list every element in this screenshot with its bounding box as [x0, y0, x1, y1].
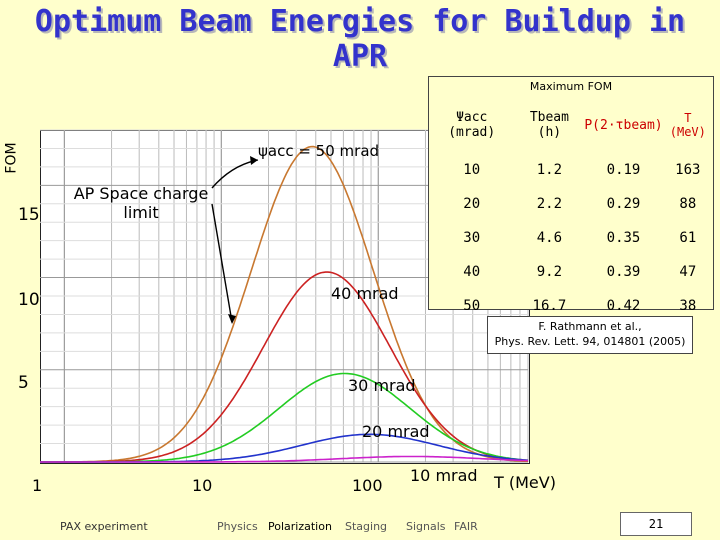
annotation-ap-space-charge: AP Space charge limit — [73, 184, 209, 222]
cell: 1.2 — [536, 162, 563, 178]
cell: 4.6 — [536, 230, 563, 246]
nav-physics[interactable]: Physics — [217, 520, 258, 533]
header-tbeam: Tbeam (h) — [529, 110, 569, 140]
arrow-to-40-mrad — [211, 203, 233, 323]
reference-authors: F. Rathmann et al., — [538, 320, 642, 333]
y-axis-label: FOM — [3, 142, 20, 174]
x-tick-1: 1 — [32, 476, 43, 495]
cell: 0.39 — [606, 264, 641, 280]
x-tick-100: 100 — [352, 476, 383, 495]
table-row: 30 4.6 0.35 61 — [429, 221, 713, 255]
cell: 47 — [679, 264, 697, 280]
nav-signals[interactable]: Signals — [406, 520, 446, 533]
cell: 0.42 — [606, 298, 641, 314]
cell: 10 — [463, 162, 481, 178]
y-tick-5: 5 — [18, 373, 29, 393]
annotation-psi-50: ψacc = 50 mrad — [258, 142, 380, 160]
cell: 0.19 — [606, 162, 641, 178]
nav-fair[interactable]: FAIR — [454, 520, 478, 533]
nav-polarization[interactable]: Polarization — [268, 520, 332, 533]
cell: 16.7 — [532, 298, 567, 314]
nav-staging[interactable]: Staging — [345, 520, 388, 533]
cell: 163 — [675, 162, 701, 178]
y-tick-10: 10 — [18, 290, 40, 310]
cell: 50 — [463, 298, 481, 314]
footer-experiment: PAX experiment — [60, 520, 148, 533]
table-header-row: Ψacc (mrad) Tbeam (h) P(2·τbeam) T (MeV) — [429, 97, 713, 153]
x-tick-10: 10 — [192, 476, 213, 495]
arrowhead-50 — [250, 156, 258, 165]
cell: 61 — [679, 230, 697, 246]
table-row: 40 9.2 0.39 47 — [429, 255, 713, 289]
reference-box: F. Rathmann et al., Phys. Rev. Lett. 94,… — [487, 316, 693, 354]
page-title: Optimum Beam Energies for Buildup in APR — [34, 4, 686, 74]
reference-journal: Phys. Rev. Lett. 94, 014801 (2005) — [494, 335, 686, 348]
header-psi: Ψacc (mrad) — [448, 110, 496, 140]
x-axis-label: T (MeV) — [494, 473, 556, 492]
table-row: 20 2.2 0.29 88 — [429, 187, 713, 221]
cell: 0.35 — [606, 230, 641, 246]
page-number: 21 — [620, 512, 692, 536]
cell: 40 — [463, 264, 481, 280]
y-tick-15: 15 — [18, 205, 40, 225]
cell: 20 — [463, 196, 481, 212]
cell: 38 — [679, 298, 697, 314]
header-t: T (MeV) — [669, 111, 706, 139]
cell: 2.2 — [536, 196, 563, 212]
annotation-10-mrad: 10 mrad — [410, 466, 478, 485]
cell: 9.2 — [536, 264, 563, 280]
table-row: 50 16.7 0.42 38 — [429, 289, 713, 323]
curve-10-mrad — [40, 455, 529, 463]
cell: 30 — [463, 230, 481, 246]
max-fom-table: Maximum FOM Ψacc (mrad) Tbeam (h) P(2·τb… — [428, 76, 714, 314]
fom-table: Ψacc (mrad) Tbeam (h) P(2·τbeam) T (MeV)… — [429, 97, 713, 323]
table-caption: Maximum FOM — [529, 80, 613, 93]
annotation-20-mrad: 20 mrad — [362, 422, 430, 441]
curve-50-mrad — [40, 145, 529, 463]
annotation-30-mrad: 30 mrad — [348, 376, 416, 395]
cell: 88 — [679, 196, 697, 212]
cell: 0.29 — [606, 196, 641, 212]
header-p: P(2·τbeam) — [584, 117, 663, 133]
table-row: 10 1.2 0.19 163 — [429, 153, 713, 187]
arrowhead-40 — [228, 314, 236, 324]
annotation-40-mrad: 40 mrad — [331, 284, 399, 303]
